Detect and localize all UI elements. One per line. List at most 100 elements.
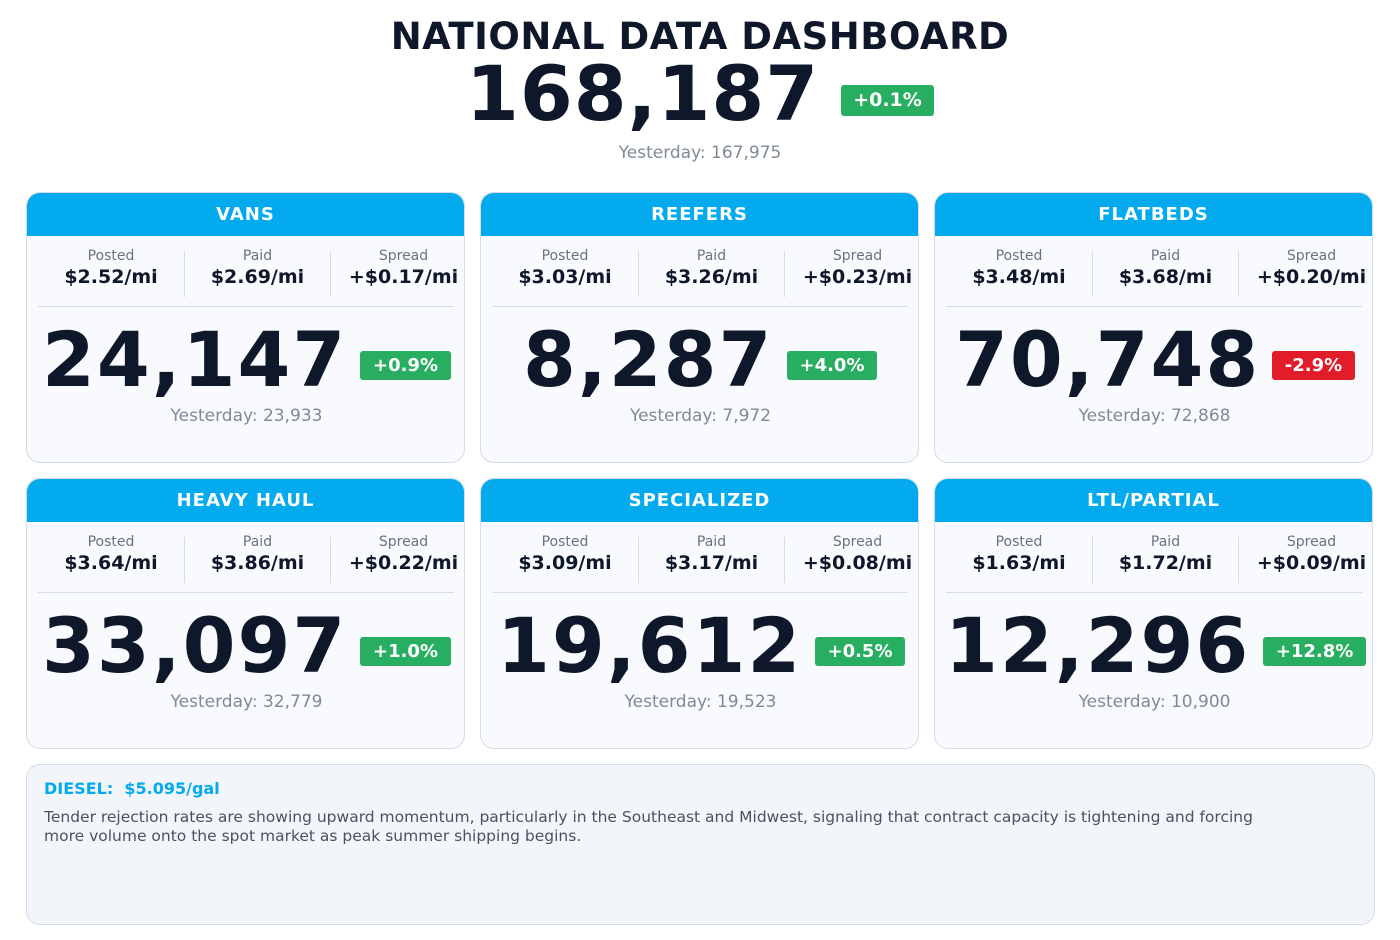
posted-rate: Posted $3.09/mi [492,534,638,583]
card-title: REEFERS [481,193,918,236]
posted-value: $3.03/mi [518,266,612,288]
yesterday-count: Yesterday: 7,972 [629,406,772,426]
spread-label: Spread [1286,248,1337,264]
paid-label: Paid [1150,534,1181,550]
card-ltl-partial: LTL/PARTIAL Posted $1.63/mi Paid $1.72/m… [934,478,1373,749]
count-row: 24,147 +0.9% [27,318,464,402]
posted-value: $1.63/mi [972,552,1066,574]
card-heavy-haul: HEAVY HAUL Posted $3.64/mi Paid $3.86/mi… [26,478,465,749]
spread-value: +$0.23/mi [802,266,913,288]
posted-rate: Posted $3.64/mi [38,534,184,583]
total-change-badge: +0.1% [841,85,934,116]
load-count: 19,612 [497,601,803,690]
card-reefers: REEFERS Posted $3.03/mi Paid $3.26/mi Sp… [480,192,919,463]
posted-value: $2.52/mi [64,266,158,288]
posted-label: Posted [541,248,589,264]
yesterday-count: Yesterday: 32,779 [170,692,323,712]
spread-rate: Spread +$0.08/mi [784,534,918,583]
spread-rate: Spread +$0.09/mi [1238,534,1372,583]
paid-value: $2.69/mi [210,266,305,288]
paid-label: Paid [242,248,273,264]
divider [38,592,454,593]
posted-label: Posted [87,534,135,550]
change-badge: +1.0% [360,637,451,666]
total-loads-value: 168,187 [466,49,820,138]
spread-label: Spread [378,534,429,550]
spread-label: Spread [1286,534,1337,550]
load-count: 8,287 [523,315,774,404]
total-yesterday: Yesterday: 167,975 [618,143,782,163]
load-count: 70,748 [955,315,1261,404]
card-title: HEAVY HAUL [27,479,464,522]
change-badge: +4.0% [787,351,877,380]
posted-rate: Posted $2.52/mi [38,248,184,297]
divider [492,592,908,593]
load-count: 24,147 [42,315,348,404]
posted-value: $3.64/mi [64,552,158,574]
paid-value: $1.72/mi [1118,552,1213,574]
posted-value: $3.09/mi [518,552,612,574]
paid-rate: Paid $3.17/mi [638,534,784,583]
spread-value: +$0.20/mi [1256,266,1367,288]
spread-value: +$0.09/mi [1256,552,1367,574]
posted-rate: Posted $3.48/mi [946,248,1092,297]
spread-value: +$0.08/mi [802,552,913,574]
yesterday-count: Yesterday: 72,868 [1078,406,1231,426]
diesel-price: DIESEL: $5.095/gal [44,779,220,798]
load-count: 33,097 [42,601,348,690]
count-row: 70,748 -2.9% [935,318,1372,402]
total-loads-row: 168,187 +0.1% [0,54,1400,134]
divider [492,306,908,307]
page-title: NATIONAL DATA DASHBOARD [390,15,1010,58]
spread-value: +$0.22/mi [348,552,459,574]
divider [946,306,1362,307]
posted-value: $3.48/mi [972,266,1066,288]
count-row: 19,612 +0.5% [481,604,918,688]
paid-rate: Paid $3.68/mi [1092,248,1238,297]
paid-label: Paid [1150,248,1181,264]
posted-label: Posted [995,534,1043,550]
card-title: LTL/PARTIAL [935,479,1372,522]
change-badge: +0.9% [360,351,451,380]
change-badge: +12.8% [1263,637,1366,666]
market-commentary: Tender rejection rates are showing upwar… [44,808,1253,845]
card-flatbeds: FLATBEDS Posted $3.48/mi Paid $3.68/mi S… [934,192,1373,463]
spread-rate: Spread +$0.23/mi [784,248,918,297]
posted-rate: Posted $1.63/mi [946,534,1092,583]
paid-value: $3.26/mi [664,266,759,288]
spread-rate: Spread +$0.22/mi [330,534,464,583]
card-specialized: SPECIALIZED Posted $3.09/mi Paid $3.17/m… [480,478,919,749]
card-title: FLATBEDS [935,193,1372,236]
card-title: SPECIALIZED [481,479,918,522]
divider [38,306,454,307]
paid-rate: Paid $2.69/mi [184,248,330,297]
spread-value: +$0.17/mi [348,266,459,288]
market-notes-panel: DIESEL: $5.095/gal Tender rejection rate… [26,764,1375,925]
count-row: 8,287 +4.0% [481,318,918,402]
rate-row: Posted $2.52/mi Paid $2.69/mi Spread +$0… [38,248,458,297]
posted-label: Posted [995,248,1043,264]
divider [946,592,1362,593]
yesterday-count: Yesterday: 10,900 [1078,692,1231,712]
rate-row: Posted $3.09/mi Paid $3.17/mi Spread +$0… [492,534,912,583]
paid-label: Paid [696,248,727,264]
change-badge: +0.5% [815,637,905,666]
paid-value: $3.68/mi [1118,266,1213,288]
card-title: VANS [27,193,464,236]
paid-value: $3.86/mi [210,552,305,574]
paid-value: $3.17/mi [664,552,759,574]
spread-label: Spread [832,248,883,264]
paid-label: Paid [696,534,727,550]
rate-row: Posted $3.64/mi Paid $3.86/mi Spread +$0… [38,534,458,583]
count-row: 33,097 +1.0% [27,604,464,688]
count-row: 12,296 +12.8% [935,604,1372,688]
spread-rate: Spread +$0.17/mi [330,248,464,297]
rate-row: Posted $1.63/mi Paid $1.72/mi Spread +$0… [946,534,1366,583]
posted-label: Posted [87,248,135,264]
yesterday-count: Yesterday: 23,933 [170,406,323,426]
paid-label: Paid [242,534,273,550]
paid-rate: Paid $3.86/mi [184,534,330,583]
yesterday-count: Yesterday: 19,523 [624,692,777,712]
posted-rate: Posted $3.03/mi [492,248,638,297]
load-count: 12,296 [945,601,1251,690]
